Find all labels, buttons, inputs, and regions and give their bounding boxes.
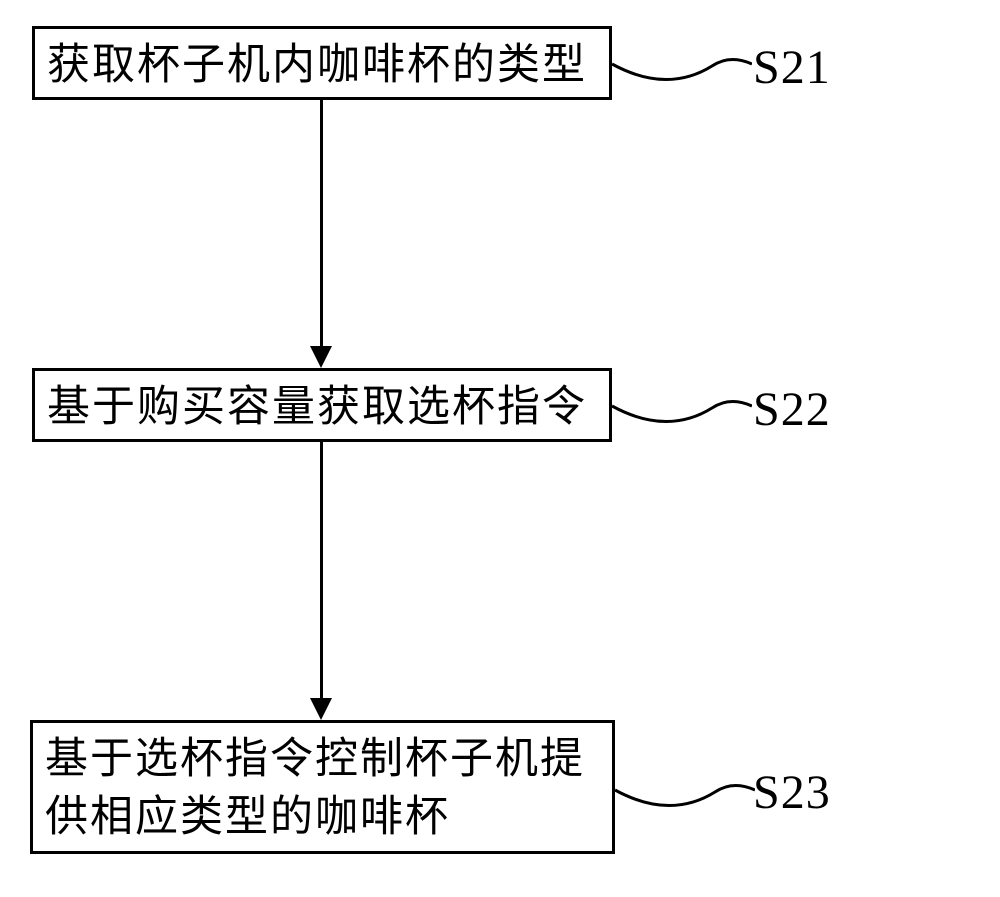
connector-s23 <box>615 770 755 812</box>
connector-s21 <box>612 44 752 86</box>
node-label-s22: S22 <box>753 382 831 437</box>
flowchart-node-s23: 基于选杯指令控制杯子机提供相应类型的咖啡杯 <box>30 720 615 854</box>
flowchart-container: 获取杯子机内咖啡杯的类型 S21 基于购买容量获取选杯指令 S22 基于选杯指令… <box>0 0 1000 897</box>
node-label-s21: S21 <box>753 40 831 95</box>
node-text: 基于选杯指令控制杯子机提供相应类型的咖啡杯 <box>45 736 585 841</box>
node-text: 基于购买容量获取选杯指令 <box>47 384 587 431</box>
node-text: 获取杯子机内咖啡杯的类型 <box>47 42 587 89</box>
edge-arrowhead <box>310 346 332 368</box>
edge-arrowhead <box>310 698 332 720</box>
connector-s22 <box>612 386 752 428</box>
edge-s22-s23 <box>320 442 323 700</box>
flowchart-node-s22: 基于购买容量获取选杯指令 <box>32 368 612 442</box>
node-label-s23: S23 <box>753 765 831 820</box>
edge-s21-s22 <box>320 100 323 348</box>
flowchart-node-s21: 获取杯子机内咖啡杯的类型 <box>32 26 612 100</box>
